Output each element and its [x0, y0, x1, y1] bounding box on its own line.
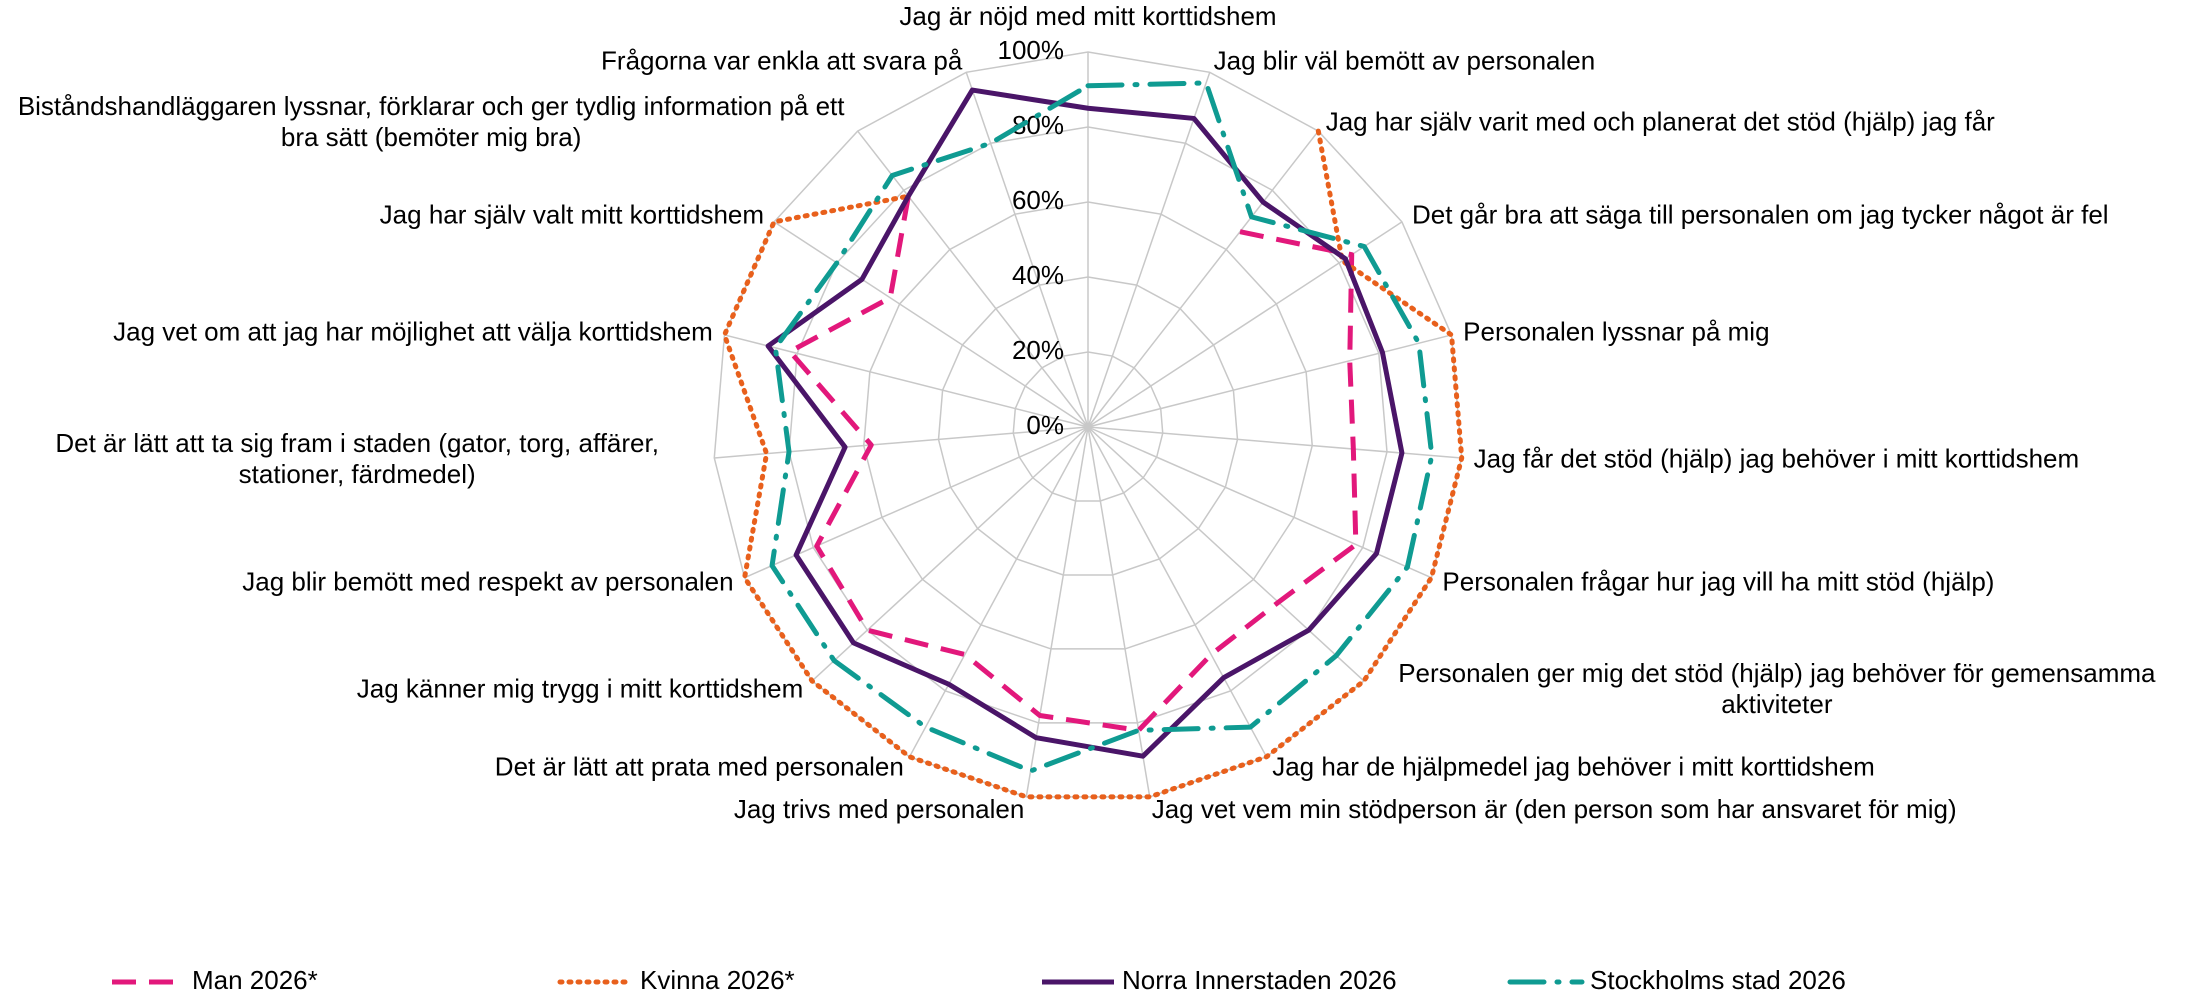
spoke [714, 426, 1089, 459]
spoke [744, 426, 1089, 579]
radial-tick-label: 60% [1012, 185, 1064, 215]
spoke [1087, 426, 1365, 682]
category-label: Frågorna var enkla att svara på [601, 45, 963, 76]
spoke [724, 334, 1089, 428]
legend-label: Norra Innerstaden 2026 [1122, 965, 1397, 995]
radial-tick-label: 40% [1012, 260, 1064, 290]
spoke [1087, 426, 1432, 579]
category-label: Personalen ger mig det stöd (hjälp) jag … [1398, 658, 2156, 720]
category-label: Jag får det stöd (hjälp) jag behöver i m… [1473, 443, 2080, 474]
spoke [1087, 426, 1268, 758]
category-label: Jag har själv varit med och planerat det… [1325, 106, 1995, 137]
legend-label: Kvinna 2026* [640, 965, 795, 995]
category-label: Jag trivs med personalen [733, 793, 1025, 824]
category-label: Jag känner mig trygg i mitt korttidshem [356, 673, 804, 704]
spoke [1087, 221, 1403, 428]
category-label: Jag har själv valt mitt korttidshem [379, 199, 765, 230]
series-line [769, 80, 1435, 774]
radial-tick-label: 100% [998, 35, 1065, 65]
series-line [787, 195, 1359, 733]
radial-tick-label: 20% [1012, 335, 1064, 365]
category-label: Personalen lyssnar på mig [1463, 316, 1770, 347]
spoke [965, 72, 1089, 428]
category-label: Biståndshandläggaren lyssnar, förklarar … [17, 90, 845, 152]
spoke [1087, 72, 1211, 428]
spoke [1087, 334, 1452, 428]
category-label: Det är lätt att ta sig fram i staden (ga… [55, 427, 659, 489]
spoke [773, 221, 1089, 428]
category-label: Det är lätt att prata med personalen [494, 751, 904, 782]
radial-tick-label: 0% [1026, 410, 1064, 440]
spoke [811, 426, 1089, 682]
category-label: Personalen frågar hur jag vill ha mitt s… [1442, 566, 1995, 597]
spoke [908, 426, 1089, 758]
grid-ring [937, 276, 1239, 576]
category-label: Jag vet om att jag har möjlighet att väl… [113, 316, 713, 347]
legend-label: Stockholms stad 2026 [1590, 965, 1846, 995]
spoke [1087, 426, 1151, 798]
category-label: Jag är nöjd med mitt korttidshem [899, 1, 1277, 31]
spoke [1087, 426, 1462, 459]
grid-ring [1012, 351, 1164, 502]
category-label: Jag har de hjälpmedel jag behöver i mitt… [1272, 751, 1875, 782]
category-label: Jag blir väl bemött av personalen [1213, 45, 1596, 76]
spoke [857, 130, 1089, 428]
series-line [721, 128, 1465, 800]
grid-ring [863, 201, 1313, 650]
category-label: Jag blir bemött med respekt av personale… [242, 566, 734, 597]
spoke [1087, 130, 1319, 428]
category-label: Jag vet vem min stödperson är (den perso… [1151, 793, 1957, 824]
legend-label: Man 2026* [192, 965, 318, 995]
category-label: Det går bra att säga till personalen om … [1411, 199, 2109, 230]
